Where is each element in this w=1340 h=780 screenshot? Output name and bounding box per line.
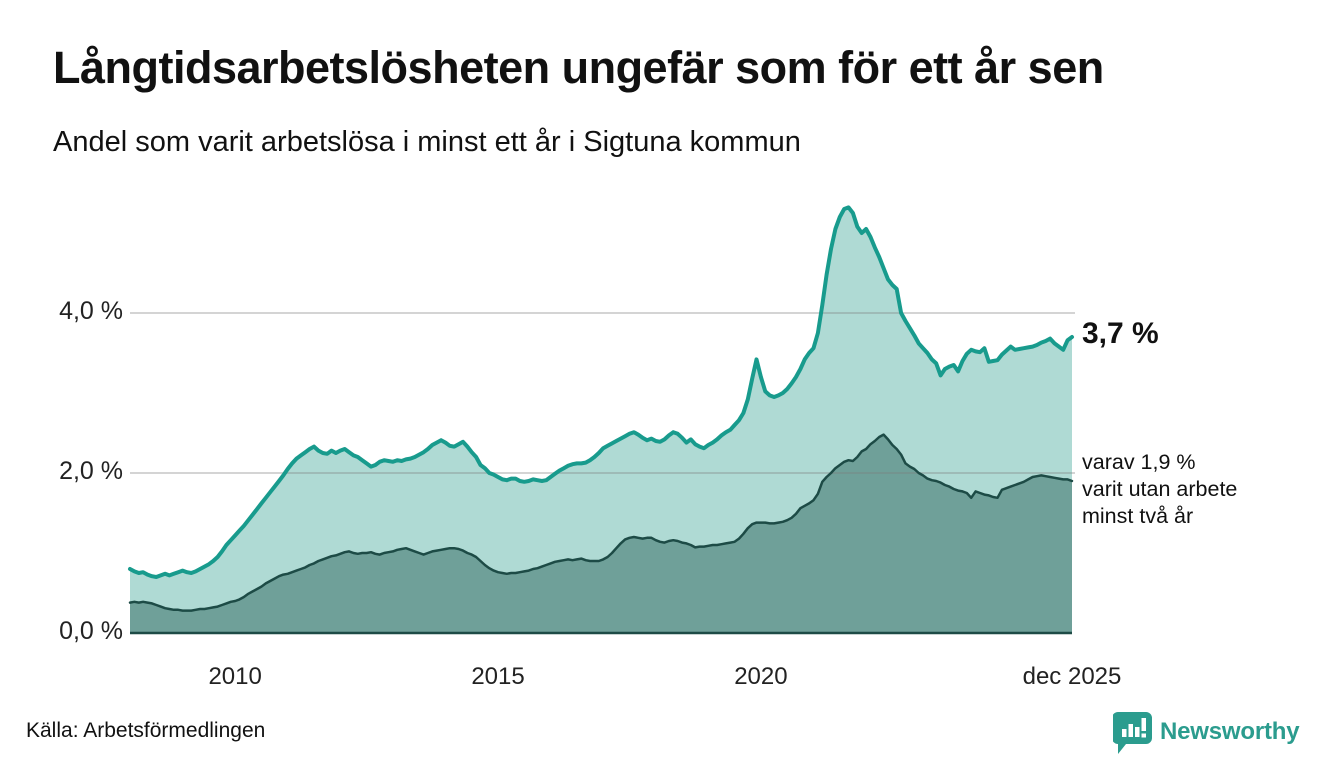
page-title: Långtidsarbetslösheten ungefär som för e… (53, 42, 1104, 93)
x-tick-dec-2025: dec 2025 (1022, 663, 1122, 690)
annotation-secondary: varav 1,9 % varit utan arbete minst två … (1082, 449, 1237, 530)
x-tick-2015: 2015 (471, 663, 525, 690)
y-tick-2: 2,0 % (59, 457, 123, 485)
area-minst-tva-ar (130, 434, 1072, 633)
annotation-last-value: 3,7 % (1082, 317, 1159, 350)
newsworthy-logo-text: Newsworthy (1160, 718, 1300, 745)
newsworthy-logo: Newsworthy (1113, 710, 1300, 754)
annotation-secondary-line2: varit utan arbete (1082, 477, 1238, 501)
x-tick-2010: 2010 (208, 663, 262, 690)
source-note: Källa: Arbetsförmedlingen (26, 719, 266, 742)
y-tick-0: 0,0 % (59, 617, 123, 645)
y-tick-4: 4,0 % (59, 297, 123, 325)
x-tick-2020: 2020 (734, 663, 788, 690)
page-subtitle: Andel som varit arbetslösa i minst ett å… (53, 126, 801, 158)
line-minst-ett-ar (128, 205, 1074, 579)
line-minst-tva-ar (128, 433, 1074, 612)
annotation-secondary-line1: varav 1,9 % (1082, 450, 1196, 474)
annotation-secondary-line3: minst två år (1082, 504, 1194, 528)
newsworthy-logo-icon (1113, 712, 1152, 754)
